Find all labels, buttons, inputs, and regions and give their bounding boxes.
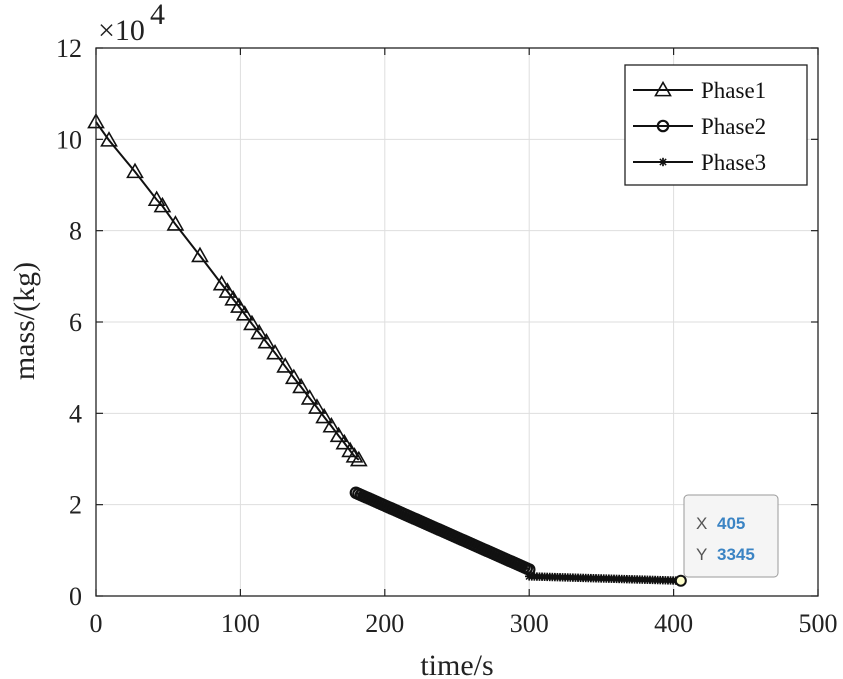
ticks: 0 100 200 300 400 500 0 2 4 6 8 10 12 [56,34,838,638]
y-tick-label: 10 [56,125,82,154]
y-tick-label: 8 [69,217,82,246]
data-point-phase1 [147,190,166,207]
data-point-phase1 [308,398,326,414]
legend-item-phase1: Phase1 [633,78,766,103]
y-tick-label: 12 [56,34,82,63]
x-tick-label: 200 [365,609,404,638]
y-exponent-power: 4 [150,0,165,31]
legend-item-phase2: Phase2 [633,114,766,139]
y-exponent: ×10 4 [98,0,165,47]
x-tick-label: 100 [221,609,260,638]
data-point-phase1 [230,297,248,313]
series-phase1 [87,112,368,467]
y-tick-label: 4 [69,399,82,428]
datatip-x-label: X [696,514,707,533]
data-point-phase1 [300,389,319,405]
data-point-phase1 [191,246,209,263]
data-point-phase1 [153,196,172,213]
legend-marker-circle [656,119,670,133]
data-point-phase1 [349,450,368,467]
data-point-phase1 [126,162,144,179]
data-point-phase1 [235,305,254,321]
data-point-phase1 [315,407,334,424]
datatip-box [683,494,779,578]
x-tick-label: 500 [799,609,838,638]
data-point-phase1 [224,290,243,306]
datatip-y-label: Y [696,545,707,564]
datatip-x-value: 405 [717,514,745,533]
data-point-phase1 [166,215,185,231]
y-tick-label: 6 [69,308,82,337]
series-phase2 [349,486,536,576]
legend-label: Phase3 [701,150,766,175]
x-axis-title: time/s [420,649,493,679]
legend-item-phase3: Phase3 [633,150,766,175]
legend-label: Phase1 [701,78,766,103]
data-point-phase1 [257,332,276,349]
datatip-marker [674,574,687,587]
legend: Phase1 Phase2 Phase3 [624,64,808,186]
y-tick-label: 2 [69,491,82,520]
series-layer [87,112,686,585]
legend-label: Phase2 [701,114,766,139]
y-exponent-base: ×10 [98,14,145,47]
x-tick-label: 0 [90,609,103,638]
data-point-phase1 [266,343,284,360]
series-line-phase1 [95,121,360,461]
data-point-phase1 [292,377,310,394]
x-tick-label: 400 [654,609,693,638]
data-point-phase1 [243,314,261,331]
data-point-phase1 [345,447,364,463]
datatip-y-value: 3345 [717,545,755,564]
series-phase3 [525,572,686,585]
data-point-phase1 [212,274,231,291]
data-point-phase1 [218,282,237,298]
y-axis-title: mass/(kg) [8,262,41,380]
legend-marker-triangle [654,80,672,97]
data-point-phase1 [335,433,354,450]
data-point-phase1 [250,323,269,340]
x-tick-label: 300 [510,609,549,638]
data-point-phase1 [276,357,295,373]
y-tick-label: 0 [69,582,82,611]
data-point-phase1 [100,131,118,147]
data-point-phase1 [329,426,348,443]
data-point-phase1 [322,417,341,433]
data-point-phase1 [284,368,303,385]
series-line-phase2 [355,491,530,571]
legend-marker-star [658,157,668,167]
datatip[interactable]: X 405 Y 3345 [674,494,779,587]
